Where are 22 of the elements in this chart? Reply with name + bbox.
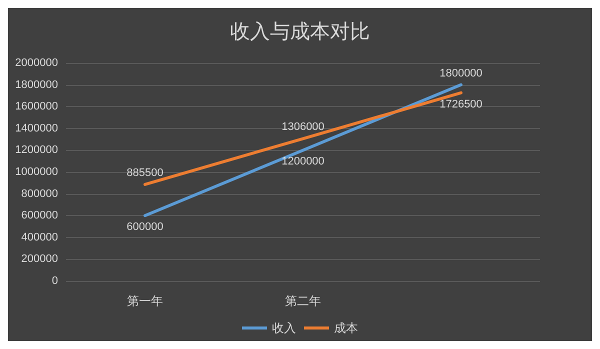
y-tick-label: 2000000 — [15, 57, 58, 69]
x-tick-label: 第二年 — [285, 294, 321, 308]
y-tick-label: 1000000 — [15, 166, 58, 178]
y-tick-label: 1600000 — [15, 100, 58, 113]
y-tick-label: 400000 — [21, 231, 58, 244]
data-label: 1306000 — [282, 121, 324, 134]
legend-label: 成本 — [334, 321, 358, 335]
y-tick-label: 0 — [52, 275, 58, 287]
data-label: 1800000 — [440, 67, 482, 80]
x-tick-label: 第一年 — [127, 294, 163, 308]
data-label: 885500 — [126, 166, 164, 179]
legend-label: 收入 — [272, 321, 296, 335]
data-label: 1200000 — [282, 156, 324, 168]
y-tick-label: 600000 — [21, 210, 58, 222]
chart-title: 收入与成本对比 — [230, 19, 370, 43]
y-tick-label: 1800000 — [15, 78, 58, 91]
y-tick-label: 800000 — [21, 188, 58, 200]
data-label: 1726500 — [440, 98, 482, 110]
y-tick-label: 1200000 — [15, 144, 58, 156]
y-tick-label: 200000 — [21, 253, 58, 266]
y-tick-label: 1400000 — [15, 122, 58, 134]
data-label: 600000 — [126, 221, 164, 234]
